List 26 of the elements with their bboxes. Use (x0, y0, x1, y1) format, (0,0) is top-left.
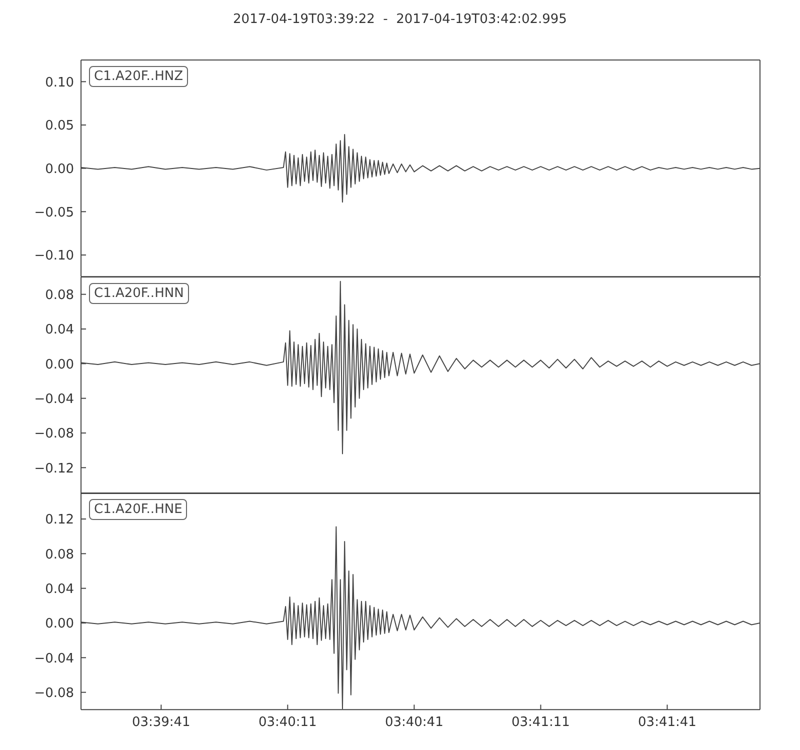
text: C1.A20F..HNE (89, 499, 188, 520)
y-tick-label: 0.12 (45, 512, 74, 528)
y-tick-label: 0.10 (45, 75, 74, 90)
y-tick-label: −0.08 (34, 686, 74, 702)
y-tick-label: −0.08 (34, 426, 74, 442)
x-tick-label: 03:40:41 (385, 715, 444, 730)
text: C1.A20F..HNN (89, 282, 189, 304)
chart-title: 2017-04-19T03:39:22 - 2017-04-19T03:42:02.995 (232, 12, 568, 28)
x-tick-label: 03:40:11 (258, 715, 317, 730)
y-tick-label: −0.04 (34, 652, 74, 667)
y-tick-label: −0.10 (34, 248, 74, 264)
y-tick-label: 0.00 (45, 356, 74, 372)
y-tick-label: 0.05 (45, 118, 74, 134)
y-tick-label: 0.00 (45, 162, 74, 177)
x-tick-label: 03:41:41 (638, 715, 696, 730)
x-tick-label: 03:41:11 (512, 715, 570, 730)
y-tick-label: 0.08 (45, 288, 74, 303)
y-tick-label: −0.04 (34, 392, 74, 407)
y-tick-label: 0.08 (45, 548, 74, 563)
y-tick-label: −0.05 (34, 205, 74, 220)
text: C1.A20F..HNZ (89, 66, 188, 87)
y-tick-label: −0.12 (34, 460, 74, 476)
y-tick-label: 0.04 (45, 582, 74, 598)
x-tick-label: 03:39:41 (132, 715, 190, 730)
y-tick-label: 0.00 (45, 616, 74, 632)
y-tick-label: 0.04 (45, 322, 74, 338)
